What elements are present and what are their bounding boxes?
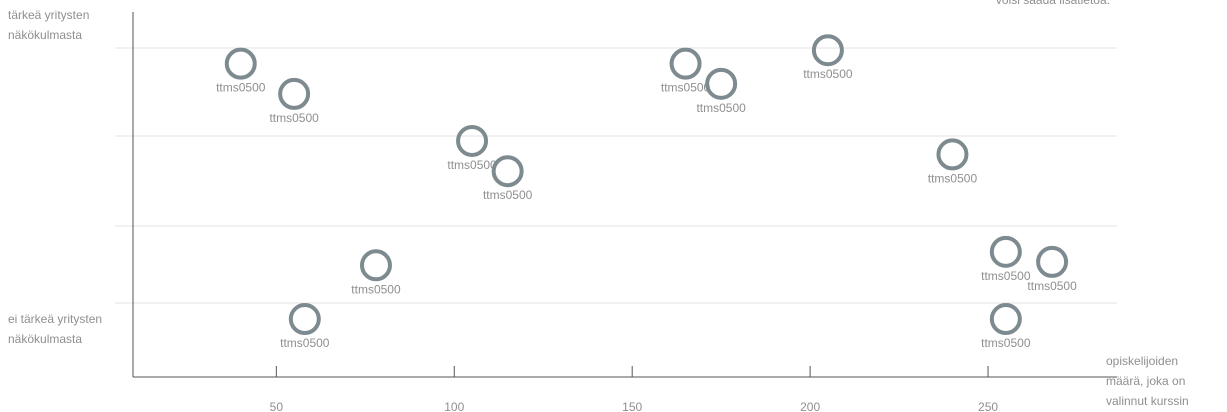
data-point-label-5: ttms0500: [661, 81, 711, 95]
data-point-11: [989, 235, 1022, 268]
gridlines: [115, 47, 1117, 304]
data-points: ttms0500ttms0500ttms0500ttms0500ttms0500…: [216, 34, 1077, 350]
data-point-2: [278, 77, 311, 110]
data-point-label-6: ttms0500: [696, 101, 746, 115]
data-point-10: [288, 303, 321, 336]
data-point-5: [669, 47, 702, 80]
data-point-12: [1036, 245, 1069, 278]
data-point-label-1: ttms0500: [216, 81, 266, 95]
x-axis-label-line-1: opiskelijoiden: [1106, 354, 1179, 368]
data-point-label-7: ttms0500: [803, 67, 853, 81]
data-point-3: [456, 124, 489, 157]
x-axis-ticks: 50 100 150 200 250: [270, 366, 998, 412]
x-tick-label-250: 250: [978, 400, 998, 412]
x-tick-label-50: 50: [270, 400, 284, 412]
data-point-4: [491, 155, 524, 188]
x-tick-label-150: 150: [622, 400, 642, 412]
y-axis-label-top-line-1: tärkeä yritysten: [8, 8, 90, 22]
x-tick-label-100: 100: [444, 400, 464, 412]
data-point-label-4: ttms0500: [483, 188, 533, 202]
data-point-7: [811, 34, 844, 67]
data-point-label-9: ttms0500: [351, 282, 401, 296]
data-point-9: [359, 249, 392, 282]
y-axis-label-top: tärkeä yritysten näkökulmasta: [8, 5, 118, 45]
data-point-label-3: ttms0500: [447, 158, 497, 172]
data-point-label-10: ttms0500: [280, 336, 330, 350]
data-point-6: [705, 67, 738, 100]
y-axis-label-bottom: ei tärkeä yritysten näkökulmasta: [8, 309, 118, 349]
axes: [132, 12, 1117, 378]
data-point-1: [224, 47, 257, 80]
y-axis-label-bottom-line-2: näkökulmasta: [8, 332, 83, 346]
data-point-label-13: ttms0500: [981, 336, 1031, 350]
data-point-label-2: ttms0500: [269, 111, 319, 125]
y-axis-label-top-line-2: näkökulmasta: [8, 28, 83, 42]
y-axis-label-bottom-line-1: ei tärkeä yritysten: [8, 312, 103, 326]
data-point-label-8: ttms0500: [928, 171, 978, 185]
data-point-label-11: ttms0500: [981, 269, 1031, 283]
x-tick-label-200: 200: [800, 400, 820, 412]
chart-note: voisi saada lisätietoa.: [995, 0, 1110, 7]
data-point-8: [936, 138, 969, 171]
data-point-label-12: ttms0500: [1027, 279, 1077, 293]
x-axis-label: opiskelijoiden määrä, joka on valinnut k…: [1106, 351, 1226, 411]
x-axis-label-line-3: valinnut kurssin: [1106, 394, 1189, 408]
data-point-13: [989, 303, 1022, 336]
x-axis-label-line-2: määrä, joka on: [1106, 374, 1186, 388]
